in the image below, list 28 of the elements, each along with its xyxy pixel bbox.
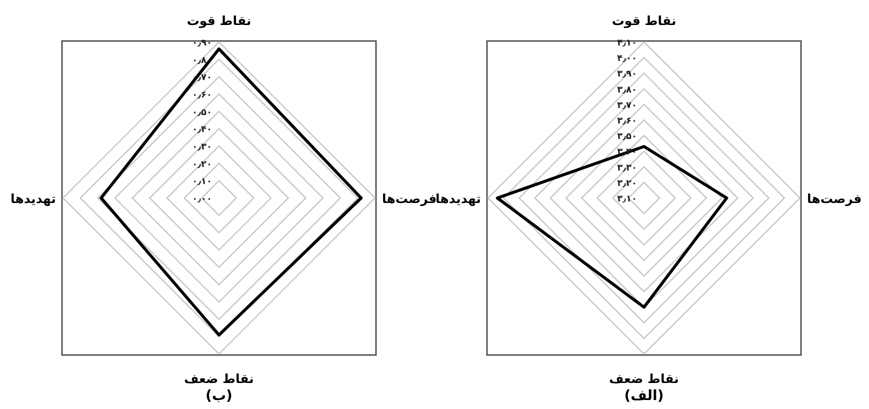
y-tick-label: ۳٫۸۰ [617,85,637,96]
y-tick-label: ۳٫۹۰ [617,70,637,80]
y-tick-label: ۳٫۷۰ [617,100,637,111]
y-tick-label: ۳٫۶۰ [617,116,637,126]
y-tick-label: ۰٫۳۰ [192,142,212,152]
spoke-label: تهدیدها [10,191,56,207]
y-tick-label: ۰٫۲۰ [192,160,212,170]
y-tick-label: ۰٫۰۰ [192,194,212,204]
y-tick-label: ۰٫۴۰ [192,125,212,136]
y-tick-label: ۳٫۳۰ [617,163,637,174]
spoke-label: نقاط قوت [612,13,676,29]
y-tick-label: ۴٫۱۰ [617,38,637,48]
spoke-label: فرصت‌ها [807,191,862,207]
y-tick-label: ۰٫۶۰ [192,90,212,100]
spoke-label: نقاط ضعف [184,371,254,386]
y-tick-label: ۳٫۱۰ [617,194,637,204]
spoke-label: تهدیدها [436,191,481,207]
spoke-label: نقاط قوت [186,13,252,29]
spoke-label: نقاط ضعف [609,371,679,386]
y-tick-label: ۴٫۰۰ [617,54,637,64]
y-tick-label: ۰٫۵۰ [192,108,212,118]
y-tick-label: ۳٫۲۰ [617,178,637,189]
y-tick-label: ۳٫۵۰ [617,132,637,142]
y-tick-label: ۰٫۹۰ [192,38,212,48]
y-tick-label: ۰٫۱۰ [192,177,212,188]
text: (الف) [624,388,664,404]
text: (ب) [206,388,232,404]
spoke-label: فرصت‌ها [382,191,437,207]
